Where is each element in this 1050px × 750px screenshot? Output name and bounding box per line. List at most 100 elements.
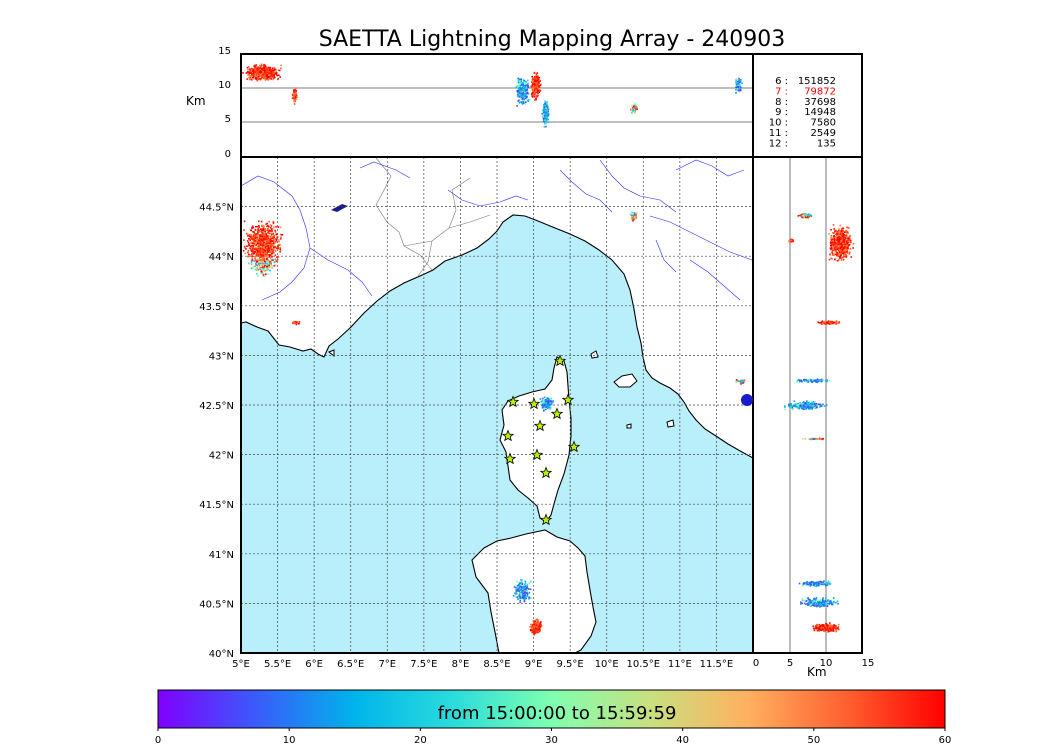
side-cluster-sardinia-north <box>798 580 832 587</box>
side-cluster-ligurian <box>796 212 813 220</box>
station-stats-panel: 6 : 151852 7 : 79872 8 : 37698 9 : 14948 10 : 758… <box>752 53 863 158</box>
station-stat-count: 2549 <box>811 128 836 139</box>
page-title: SAETTA Lightning Mapping Array - 240903 <box>319 27 786 52</box>
colorbar-tick-label: 10 <box>283 735 296 746</box>
longitude-tick-label: 11.5°E <box>700 659 734 670</box>
latitude-tick-label: 42.5°N <box>199 401 234 412</box>
station-star-icon <box>539 513 553 526</box>
station-stat-label: 12 : <box>769 138 788 149</box>
side-altitude-ticks: 0 5 10 15 <box>753 658 875 669</box>
station-stat-count: 7580 <box>811 118 836 129</box>
alt-cluster-coast <box>291 87 298 105</box>
latitude-tick-label: 41°N <box>209 550 234 561</box>
side-tick-label: 0 <box>753 658 759 669</box>
station-stat-count: 14948 <box>804 107 836 118</box>
colorbar-tick-label: 50 <box>807 735 820 746</box>
altitude-tick-label: 15 <box>218 46 231 57</box>
altitude-tick-label: 5 <box>225 114 231 125</box>
sardinia-land <box>471 529 597 653</box>
station-star-icon <box>501 429 515 442</box>
storm-cluster-ligurian <box>629 211 638 222</box>
colorbar-ticks: 0 10 20 30 40 50 60 <box>155 728 951 746</box>
longitude-tick-label: 7.5°E <box>410 659 437 670</box>
latitude-ticks: 40°N 40.5°N 41°N 41.5°N 42°N 42.5°N 43°N 43.5°N… <box>199 203 234 660</box>
longitude-tick-label: 6.5°E <box>337 659 364 670</box>
latitude-tick-label: 42°N <box>209 451 234 462</box>
station-stat-label: 9 : <box>775 107 788 118</box>
station-stat-label: 8 : <box>775 97 788 108</box>
map-panel: 5°E 5.5°E 6°E 6.5°E 7°E 7.5°E 8°E 8.5°E 9°E 9.5°E… <box>199 156 754 670</box>
side-tick-label: 5 <box>787 658 793 669</box>
station-star-icon <box>527 397 541 410</box>
station-star-icon <box>567 440 581 453</box>
station-star-icon <box>503 452 517 465</box>
longitude-tick-label: 5.5°E <box>264 659 291 670</box>
alt-cluster-provence <box>242 63 282 82</box>
map-grid <box>241 157 753 653</box>
altitude-longitude-panel: Km 0 5 10 15 <box>186 46 754 160</box>
side-tick-label: 10 <box>820 658 833 669</box>
storm-cluster-coast <box>292 320 301 326</box>
storm-cluster-sardinia-north <box>512 579 532 603</box>
side-cluster-provence <box>828 224 855 262</box>
station-star-icon <box>506 395 520 408</box>
station-stat-count: 151852 <box>798 76 836 87</box>
longitude-tick-label: 7°E <box>378 659 396 670</box>
latitude-tick-label: 44°N <box>209 252 234 263</box>
storm-cluster-sardinia-south <box>529 618 543 636</box>
alt-cluster-corsica <box>541 100 550 128</box>
latitude-tick-label: 40°N <box>209 649 234 660</box>
longitude-tick-label: 6°E <box>305 659 323 670</box>
alt-cluster-ligurian <box>630 103 638 114</box>
altitude-tick-label: 0 <box>225 149 231 160</box>
colorbar-tick-label: 30 <box>545 735 558 746</box>
side-cluster-corsica <box>784 400 828 411</box>
station-star-icon <box>561 393 575 406</box>
station-stat-count: 37698 <box>804 97 836 108</box>
station-star-icon <box>533 419 547 432</box>
colorbar-gradient <box>157 689 946 729</box>
latitude-tick-label: 44.5°N <box>199 203 234 214</box>
longitude-ticks: 5°E 5.5°E 6°E 6.5°E 7°E 7.5°E 8°E 8.5°E 9°E 9.5°E… <box>232 659 733 670</box>
latitude-tick-label: 43.5°N <box>199 302 234 313</box>
corsica-land <box>499 356 572 523</box>
side-cluster-coast <box>817 320 841 325</box>
longitude-tick-label: 10°E <box>595 659 619 670</box>
lma-stations <box>501 354 581 526</box>
station-stat-label: 7 : <box>775 86 788 97</box>
origin-marker <box>741 394 753 406</box>
altitude-axis-label: Km <box>186 94 206 108</box>
mainland-land <box>241 157 753 459</box>
station-stat-label: 6 : <box>775 76 788 87</box>
rivers <box>241 159 753 301</box>
altitude-latitude-panel: 0 5 10 15 Km <box>752 156 875 679</box>
longitude-tick-label: 8.5°E <box>483 659 510 670</box>
altitude-ticks: 0 5 10 15 <box>218 46 231 160</box>
alt-cluster-sardinia <box>514 77 531 107</box>
storm-cluster-provence-edge <box>248 257 277 277</box>
alt-cluster-sardinia-red <box>530 71 542 101</box>
side-cluster-sardinia-south <box>812 622 840 633</box>
storm-cluster-provence <box>242 220 284 269</box>
side-tick-label: 15 <box>862 658 875 669</box>
longitude-tick-label: 5°E <box>232 659 250 670</box>
lightning-sources <box>242 211 746 636</box>
longitude-tick-label: 10.5°E <box>626 659 660 670</box>
station-star-icon <box>530 448 544 461</box>
station-star-icon <box>539 466 553 479</box>
alt-cluster-tyrrhenian <box>735 77 743 94</box>
longitude-tick-label: 11°E <box>668 659 692 670</box>
colorbar-tick-label: 20 <box>414 735 427 746</box>
side-cluster-faint <box>802 437 824 441</box>
station-star-icon <box>550 407 564 420</box>
latitude-tick-label: 41.5°N <box>199 500 234 511</box>
colorbar-label: from 15:00:00 to 15:59:59 <box>438 703 677 724</box>
altitude-point-clusters <box>242 63 743 128</box>
storm-cluster-tyrrhenian <box>735 379 746 385</box>
storm-cluster-corsica <box>539 396 554 412</box>
station-stat-label: 11 : <box>769 128 788 139</box>
side-cluster-small <box>788 238 795 243</box>
colorbar: from 15:00:00 to 15:59:59 0 10 20 30 40 50 60 <box>155 689 951 746</box>
altitude-tick-label: 10 <box>218 80 231 91</box>
